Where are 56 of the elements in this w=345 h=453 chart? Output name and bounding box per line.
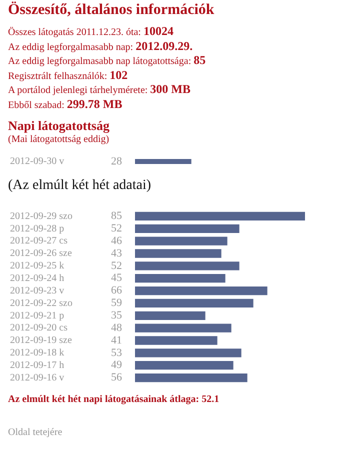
text: Az eddig legforgalmasabb nap látogatottsága: 85 xyxy=(8,53,207,68)
data-label: 43 xyxy=(111,247,122,260)
bar xyxy=(135,286,268,296)
text: Az eddig legforgalmasabb nap: 2012.09.29. xyxy=(8,38,194,54)
bar xyxy=(135,361,234,370)
y-tick-label: 2012-09-18 k xyxy=(10,348,64,359)
text: Összes látogatás 2011.12.23. óta: 10024 xyxy=(8,24,174,40)
chart-subtitle: (Mai látogatottság eddig) xyxy=(8,134,110,145)
text: Regisztrált felhasználók: 102 xyxy=(8,68,129,83)
bar xyxy=(135,373,248,382)
y-tick-label: 2012-09-21 p xyxy=(10,310,64,322)
data-label: 53 xyxy=(111,346,122,359)
data-label: 49 xyxy=(111,359,122,372)
data-label: 35 xyxy=(111,310,122,322)
bar xyxy=(135,324,232,332)
y-tick-label: 2012-09-23 v xyxy=(10,285,64,296)
bar xyxy=(135,212,305,221)
bar xyxy=(135,262,240,270)
y-tick-label: 2012-09-30 v xyxy=(10,156,64,168)
data-label: 48 xyxy=(111,322,122,334)
data-label: 41 xyxy=(111,334,122,346)
y-tick-label: 2012-09-26 sze xyxy=(10,248,72,260)
y-tick-label: 2012-09-29 szo xyxy=(10,210,72,222)
y-tick-label: 2012-09-22 szo xyxy=(10,298,72,309)
data-label: 56 xyxy=(111,372,122,384)
bar xyxy=(135,224,240,233)
y-tick-label: 2012-09-28 p xyxy=(10,223,64,234)
text: Az elmúlt két hét napi látogatásainak átlaga: 52.1 xyxy=(8,394,220,405)
bar xyxy=(135,298,254,308)
bar xyxy=(135,336,218,345)
text: A portálod jelenlegi tárhelymérete: 300 MB xyxy=(8,82,192,98)
bar xyxy=(135,249,222,258)
text: Ebből szabad: 299.78 MB xyxy=(8,96,124,112)
data-label: 46 xyxy=(111,234,122,247)
bar xyxy=(135,311,206,320)
y-tick-label: 2012-09-27 cs xyxy=(10,236,68,247)
data-label: 52 xyxy=(111,260,122,272)
data-label: 52 xyxy=(111,222,122,235)
y-tick-label: 2012-09-25 k xyxy=(10,260,64,272)
chart-subtitle: (Az elmúlt két hét adatai) xyxy=(8,178,152,194)
data-label: 28 xyxy=(111,155,122,168)
data-label: 85 xyxy=(111,210,122,222)
bar xyxy=(135,274,226,283)
text: Összesítő, általános információk xyxy=(8,2,216,19)
data-label: 45 xyxy=(111,272,122,284)
data-label: 66 xyxy=(111,284,122,297)
bar xyxy=(135,236,228,246)
bar xyxy=(135,348,242,358)
y-tick-label: 2012-09-20 cs xyxy=(10,322,68,334)
chart-title: Napi látogatottság xyxy=(8,118,110,134)
y-tick-label: 2012-09-19 sze xyxy=(10,335,72,346)
y-tick-label: 2012-09-17 h xyxy=(10,360,64,371)
y-tick-label: 2012-09-16 v xyxy=(10,372,64,384)
y-tick-label: 2012-09-24 h xyxy=(10,272,64,284)
data-label: 59 xyxy=(111,297,122,310)
text: Oldal tetejére xyxy=(8,427,64,438)
